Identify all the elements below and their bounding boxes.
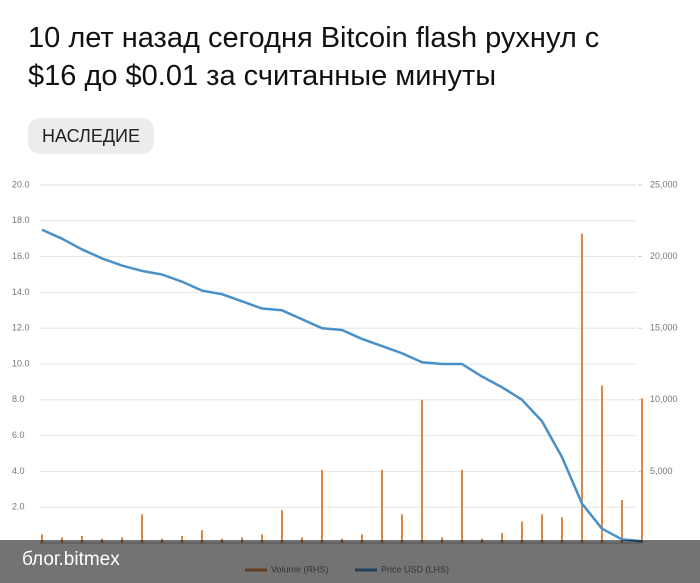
volume-bar [41, 534, 43, 543]
volume-bar [501, 532, 503, 543]
volume-bar [361, 534, 363, 543]
volume-bar [461, 469, 463, 543]
caption: блог.bitmex [22, 549, 120, 570]
volume-bar [181, 535, 183, 543]
y-tick-label: 12.0 [12, 323, 30, 333]
volume-bar [521, 521, 523, 543]
headline-line: $16 до $0.01 за считанные минуты [28, 60, 497, 92]
y2-tick-label: 10,000 [650, 394, 678, 404]
volume-bar [321, 469, 323, 543]
y2-tick-label: 20,000 [650, 251, 678, 261]
volume-bar [541, 514, 543, 543]
volume-bar [261, 534, 263, 543]
volume-bar [601, 385, 603, 543]
y-tick-label: 2.0 [12, 502, 25, 512]
tag[interactable]: НАСЛЕДИЕ [28, 118, 154, 154]
y-tick-label: 10.0 [12, 358, 30, 368]
y-tick-label: 18.0 [12, 215, 30, 225]
volume-bar [281, 510, 283, 543]
volume-bar [381, 469, 383, 543]
volume-bar [581, 233, 583, 544]
headline-line: 10 лет назад сегодня Bitcoin flash рухну… [28, 22, 600, 54]
volume-bar [81, 535, 83, 543]
caption-band [0, 540, 700, 583]
y2-tick-label: 25,000 [650, 179, 678, 189]
volume-bar [421, 399, 423, 543]
price-line [41, 228, 643, 543]
volume-bar [201, 530, 203, 543]
y-tick-label: 6.0 [12, 430, 25, 440]
y2-tick-label: 5,000 [650, 466, 673, 476]
y2-tick-label: 15,000 [650, 323, 678, 333]
y-tick-label: 20.0 [12, 179, 30, 189]
volume-bar [401, 514, 403, 543]
chart: 2.0 4.0 6.0 8.0 10.0 12.0 14.0 16.0 18.0 20.0 5,00… [0, 179, 700, 583]
volume-bar [621, 500, 623, 543]
y-tick-label: 14.0 [12, 287, 30, 297]
y-tick-label: 8.0 [12, 394, 25, 404]
volume-bar [141, 514, 143, 543]
y-tick-label: 4.0 [12, 466, 25, 476]
volume-bar [641, 398, 643, 543]
y-tick-label: 16.0 [12, 251, 30, 261]
volume-bar [561, 517, 563, 543]
